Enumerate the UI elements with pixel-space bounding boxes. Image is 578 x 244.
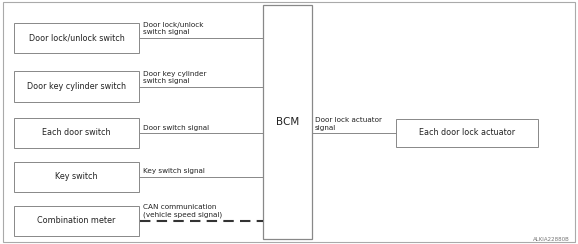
FancyBboxPatch shape bbox=[14, 71, 139, 102]
Text: Door lock/unlock
switch signal: Door lock/unlock switch signal bbox=[143, 22, 204, 35]
Text: Combination meter: Combination meter bbox=[38, 216, 116, 225]
Text: Door key cylinder switch: Door key cylinder switch bbox=[27, 82, 126, 91]
Text: Key switch: Key switch bbox=[55, 173, 98, 181]
FancyBboxPatch shape bbox=[14, 205, 139, 236]
FancyBboxPatch shape bbox=[263, 5, 312, 239]
Text: Door lock/unlock switch: Door lock/unlock switch bbox=[29, 33, 124, 42]
Text: BCM: BCM bbox=[276, 117, 299, 127]
Text: ALKIA22880B: ALKIA22880B bbox=[532, 237, 569, 242]
Text: Each door switch: Each door switch bbox=[42, 129, 111, 137]
Text: Key switch signal: Key switch signal bbox=[143, 168, 205, 174]
FancyBboxPatch shape bbox=[14, 22, 139, 53]
Text: Door switch signal: Door switch signal bbox=[143, 124, 209, 131]
Text: CAN communication
(vehicle speed signal): CAN communication (vehicle speed signal) bbox=[143, 204, 223, 218]
FancyBboxPatch shape bbox=[396, 119, 538, 147]
Text: Door key cylinder
switch signal: Door key cylinder switch signal bbox=[143, 71, 207, 84]
FancyBboxPatch shape bbox=[14, 162, 139, 192]
Text: Door lock actuator
signal: Door lock actuator signal bbox=[315, 117, 382, 131]
Text: Each door lock actuator: Each door lock actuator bbox=[418, 129, 515, 137]
FancyBboxPatch shape bbox=[14, 118, 139, 148]
